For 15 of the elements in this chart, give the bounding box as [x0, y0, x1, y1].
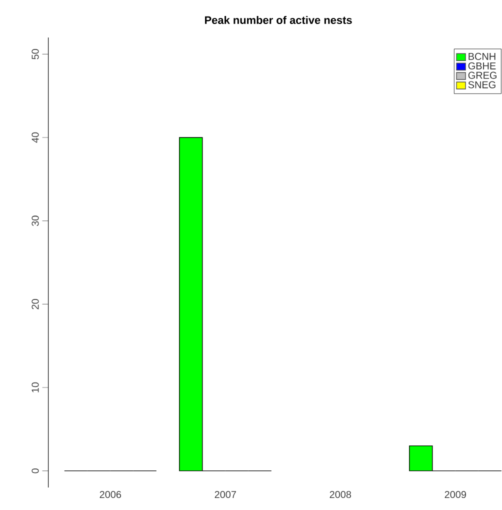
legend-label: GREG: [468, 72, 496, 79]
y-tick-label: 0: [32, 468, 39, 474]
legend-label: GBHE: [468, 62, 496, 70]
legend-label: BCNH: [468, 52, 496, 60]
y-tick-label: 20: [32, 299, 39, 310]
y-tick-label: 50: [32, 49, 39, 60]
chart-title: Peak number of active nests: [205, 16, 352, 24]
y-tick-label: 40: [32, 132, 39, 143]
y-tick-label: 30: [32, 216, 39, 226]
y-tick-label: 10: [32, 382, 39, 392]
x-tick-label: 2006: [100, 491, 122, 498]
x-tick-label: 2007: [214, 491, 236, 498]
legend-label: SNEG: [468, 81, 496, 88]
x-tick-label: 2009: [444, 491, 466, 498]
x-tick-label: 2008: [330, 491, 352, 498]
